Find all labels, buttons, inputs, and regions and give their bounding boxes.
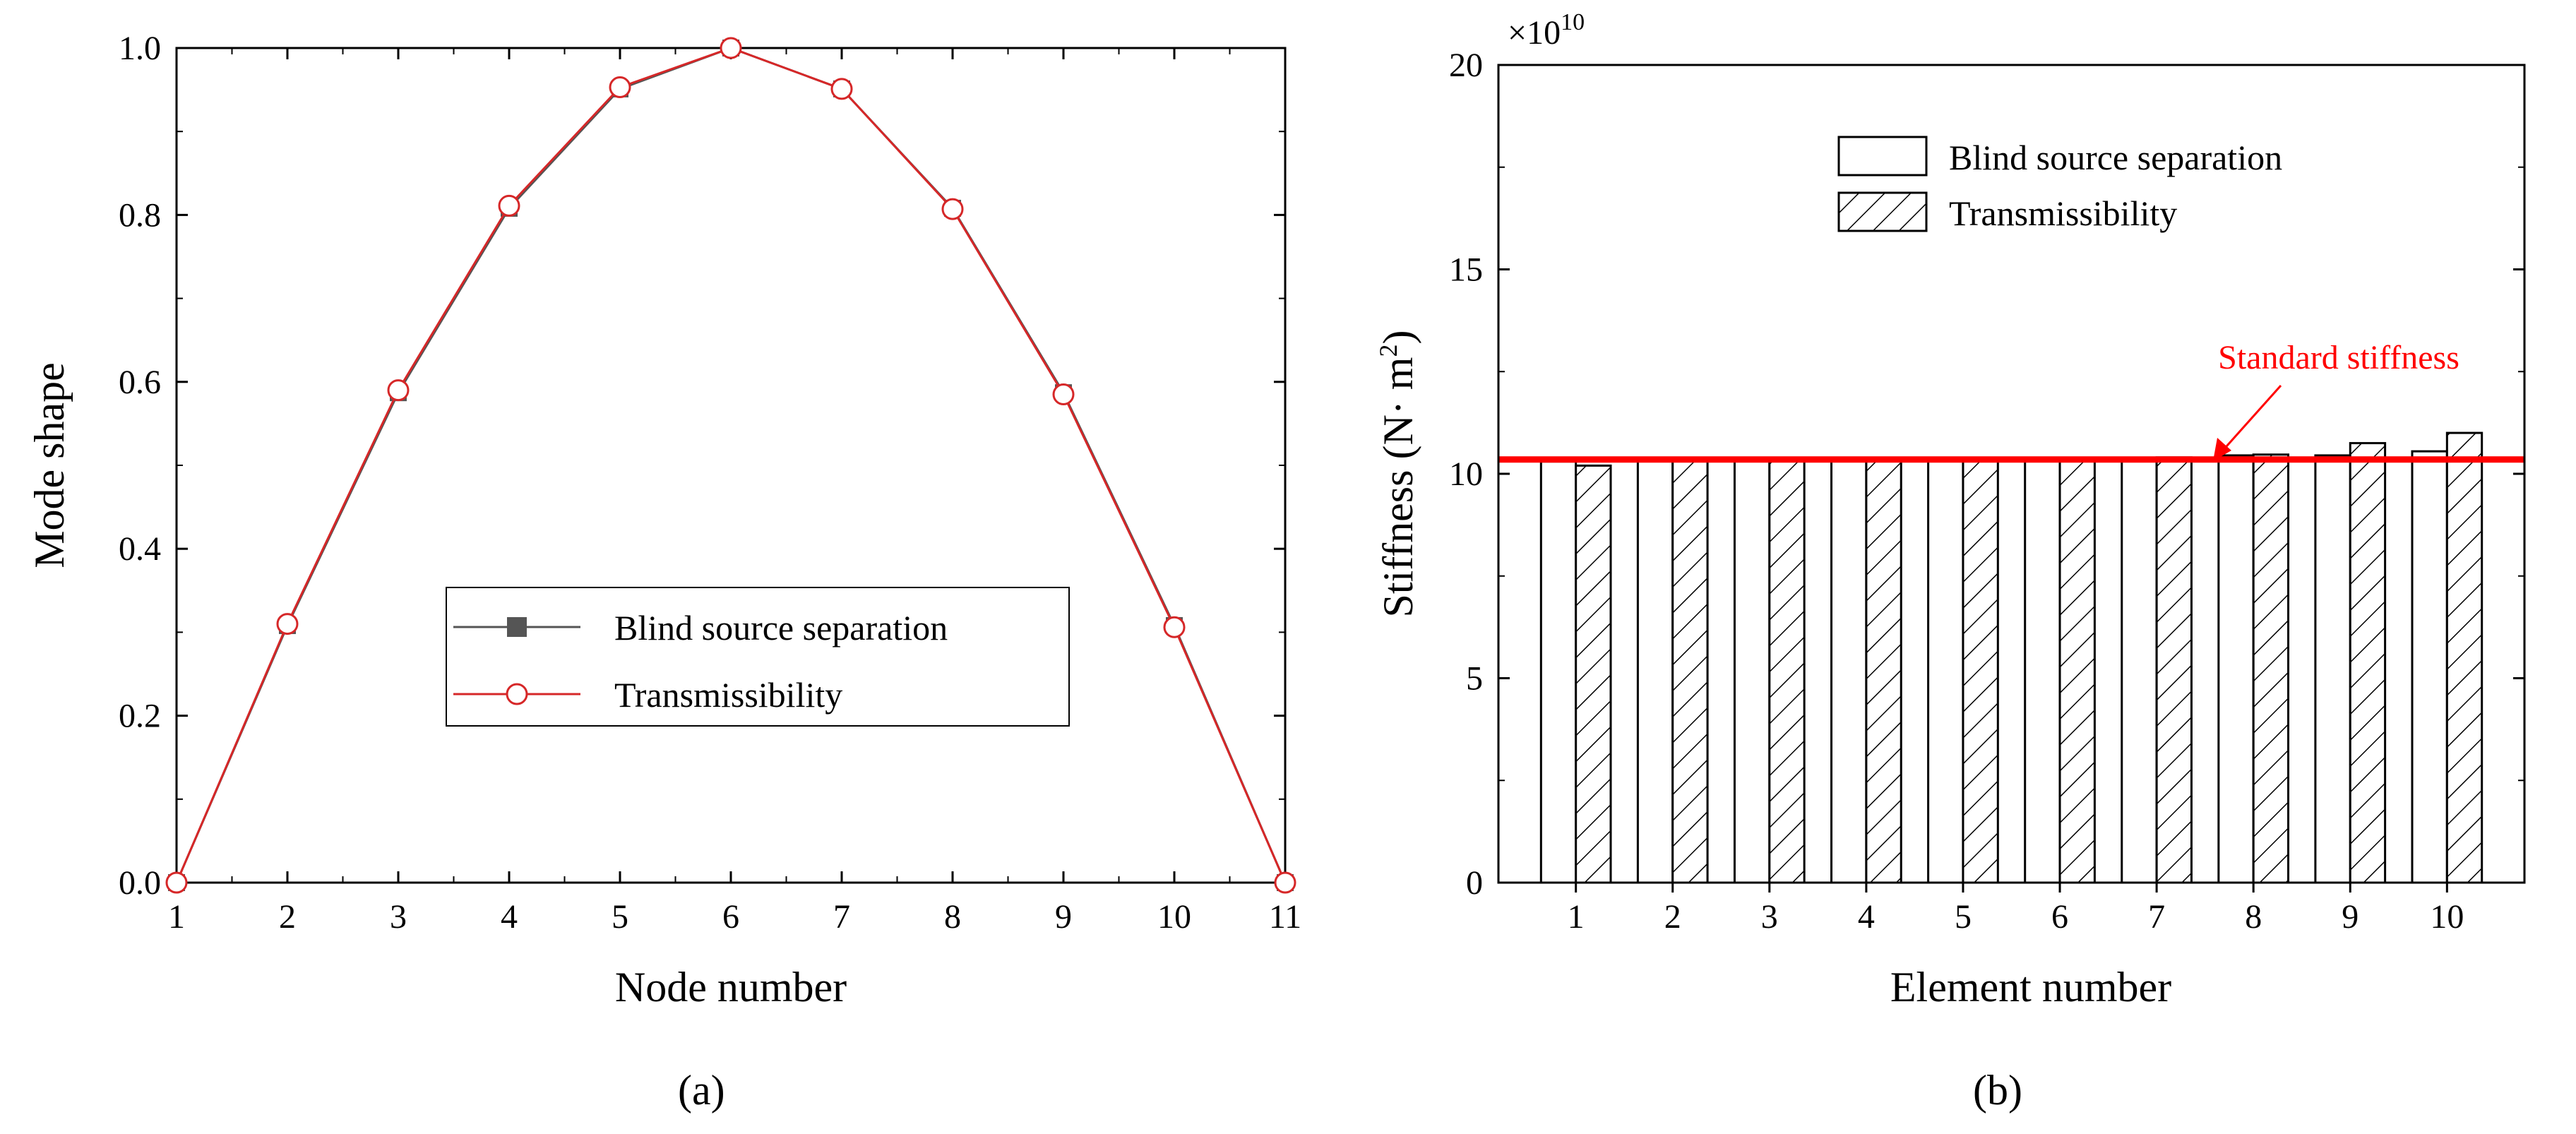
series-a bbox=[165, 37, 1296, 894]
marker-trans bbox=[387, 379, 410, 402]
y-ticks-a: 0.0 0.2 0.4 0.6 0.8 1.0 bbox=[119, 30, 1285, 902]
bar-bss bbox=[2314, 454, 2351, 884]
bar-bss bbox=[1733, 459, 1771, 884]
x-tick-label-a: 2 bbox=[279, 898, 296, 936]
legend-label-trans: Transmissibility bbox=[614, 675, 842, 715]
x-ticks-a: 1 2 3 4 5 6 7 8 9 10 11 bbox=[168, 48, 1301, 936]
series-line-trans bbox=[175, 47, 1287, 883]
legend-swatch-bss bbox=[1837, 136, 1928, 177]
legend-label-bss: Blind source separation bbox=[614, 608, 948, 647]
legend-box-a bbox=[446, 587, 1070, 727]
bar-bss bbox=[1927, 459, 1964, 884]
x-tick-label-b: 10 bbox=[2430, 898, 2464, 936]
y-axis-title-b: Stiffness (N· m2) bbox=[1374, 330, 1421, 618]
x-tick-label-b: 6 bbox=[2051, 898, 2068, 936]
marker-trans bbox=[1052, 383, 1075, 406]
x-tick-label-a: 6 bbox=[722, 898, 739, 936]
y-tick-label-a: 1.0 bbox=[119, 30, 161, 67]
marker-trans bbox=[1274, 871, 1296, 894]
panel-label-b: (b) bbox=[1973, 1067, 2022, 1114]
bar-bss bbox=[2121, 458, 2158, 884]
bar-trans bbox=[2445, 431, 2483, 884]
panel-a-line-chart: 0.0 0.2 0.4 0.6 0.8 1.0 1 2 3 4 5 6 7 8 9 10 11 Blind s… bbox=[26, 30, 1301, 1114]
bar-trans bbox=[2058, 458, 2096, 884]
legend-label-trans-b: Transmissibility bbox=[1949, 193, 2177, 233]
bars-b bbox=[1539, 431, 2483, 884]
panel-label-a: (a) bbox=[678, 1067, 725, 1114]
bar-bss bbox=[2217, 454, 2255, 884]
standard-stiffness-arrow bbox=[2220, 385, 2282, 453]
x-tick-label-b: 2 bbox=[1664, 898, 1681, 936]
standard-stiffness-label: Standard stiffness bbox=[2218, 339, 2459, 376]
y-tick-label-b: 20 bbox=[1449, 47, 1483, 84]
x-axis-title-b: Element number bbox=[1890, 964, 2171, 1010]
legend-marker-trans bbox=[506, 683, 528, 705]
x-tick-label-a: 11 bbox=[1269, 898, 1301, 936]
marker-trans bbox=[276, 613, 299, 635]
bar-trans bbox=[2155, 456, 2193, 884]
legend-a: Blind source separation Transmissibility bbox=[446, 587, 1070, 727]
x-tick-label-b: 8 bbox=[2245, 898, 2262, 936]
y-ticks-b: 0 5 10 15 20 bbox=[1449, 47, 2524, 902]
bar-trans bbox=[1865, 458, 1902, 884]
x-tick-label-b: 3 bbox=[1761, 898, 1778, 936]
x-tick-label-a: 8 bbox=[944, 898, 961, 936]
x-tick-label-b: 1 bbox=[1568, 898, 1585, 936]
y-tick-label-a: 0.6 bbox=[119, 364, 161, 401]
y-tick-label-b: 0 bbox=[1466, 864, 1483, 902]
x-axis-title-a: Node number bbox=[615, 964, 847, 1010]
y-axis-title-a: Mode shape bbox=[26, 362, 73, 568]
y-tick-label-a: 0.2 bbox=[119, 698, 161, 735]
plot-frame-a bbox=[175, 47, 1287, 884]
y-tick-label-a: 0.4 bbox=[119, 530, 161, 568]
bar-trans bbox=[2349, 442, 2387, 884]
x-tick-label-a: 5 bbox=[612, 898, 628, 936]
x-tick-label-b: 7 bbox=[2148, 898, 2165, 936]
y-tick-label-b: 15 bbox=[1449, 251, 1483, 289]
x-tick-label-b: 4 bbox=[1858, 898, 1875, 936]
bar-bss bbox=[1636, 459, 1674, 884]
y-axis-multiplier: ×1010 bbox=[1508, 9, 1585, 52]
bar-trans bbox=[1962, 459, 1999, 884]
x-tick-label-b: 5 bbox=[1955, 898, 1972, 936]
x-tick-label-a: 4 bbox=[501, 898, 518, 936]
bar-trans bbox=[1671, 458, 1709, 884]
y-tick-label-b: 5 bbox=[1466, 660, 1483, 698]
x-tick-label-a: 3 bbox=[390, 898, 407, 936]
series-line-bss bbox=[175, 47, 1287, 883]
x-tick-label-a: 7 bbox=[833, 898, 850, 936]
bar-trans bbox=[1768, 459, 1806, 884]
bar-bss bbox=[1539, 460, 1578, 884]
marker-trans bbox=[941, 198, 964, 220]
legend-label-bss-b: Blind source separation bbox=[1949, 138, 2282, 177]
bar-bss bbox=[1830, 458, 1868, 884]
y-tick-label-a: 0.0 bbox=[119, 864, 161, 902]
marker-trans bbox=[1163, 616, 1186, 638]
x-tick-label-a: 1 bbox=[168, 898, 185, 936]
marker-trans bbox=[498, 194, 520, 217]
bar-trans bbox=[2252, 453, 2290, 884]
y-tick-label-b: 10 bbox=[1449, 455, 1483, 493]
x-tick-label-a: 9 bbox=[1055, 898, 1072, 936]
marker-trans bbox=[720, 37, 742, 59]
bar-trans bbox=[1575, 464, 1612, 884]
standard-stiffness-arrowhead bbox=[2213, 438, 2231, 461]
bar-bss bbox=[2411, 450, 2448, 884]
x-ticks-b: 1 2 3 4 5 6 7 8 9 10 bbox=[1568, 883, 2464, 936]
legend-b: Blind source separation Transmissibility bbox=[1837, 136, 2282, 233]
legend-marker-bss bbox=[507, 617, 527, 637]
marker-trans bbox=[830, 78, 853, 100]
marker-trans bbox=[609, 76, 631, 99]
x-tick-label-a: 10 bbox=[1157, 898, 1191, 936]
y-tick-label-a: 0.8 bbox=[119, 196, 161, 234]
x-tick-label-b: 9 bbox=[2342, 898, 2359, 936]
legend-swatch-trans bbox=[1837, 191, 1928, 232]
marker-trans bbox=[165, 871, 188, 894]
bar-bss bbox=[2024, 458, 2061, 884]
